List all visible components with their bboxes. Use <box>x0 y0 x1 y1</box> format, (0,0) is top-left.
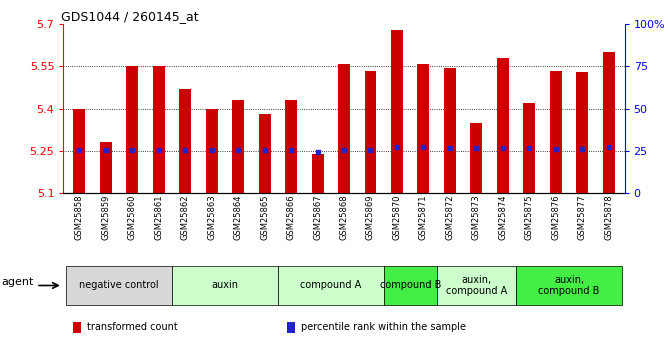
Bar <box>523 103 535 193</box>
Bar <box>418 63 430 193</box>
Bar <box>153 67 165 193</box>
Bar <box>497 58 509 193</box>
Bar <box>179 89 191 193</box>
Bar <box>576 72 589 193</box>
Text: percentile rank within the sample: percentile rank within the sample <box>301 322 466 332</box>
Bar <box>391 30 403 193</box>
Text: transformed count: transformed count <box>87 322 178 332</box>
Text: agent: agent <box>1 277 33 287</box>
Text: GDS1044 / 260145_at: GDS1044 / 260145_at <box>61 10 198 23</box>
Bar <box>470 123 482 193</box>
Bar <box>100 142 112 193</box>
Bar <box>550 71 562 193</box>
Bar <box>311 154 323 193</box>
Bar <box>126 67 138 193</box>
Text: negative control: negative control <box>79 280 159 290</box>
Bar <box>259 114 271 193</box>
Bar <box>232 100 244 193</box>
Bar <box>365 71 377 193</box>
Text: auxin,
compound A: auxin, compound A <box>446 275 507 296</box>
Bar <box>73 109 86 193</box>
Bar <box>206 109 218 193</box>
Bar <box>285 100 297 193</box>
Bar <box>338 63 350 193</box>
Text: compound B: compound B <box>379 280 441 290</box>
Bar <box>603 52 615 193</box>
Text: auxin,
compound B: auxin, compound B <box>538 275 600 296</box>
Text: compound A: compound A <box>300 280 361 290</box>
Text: auxin: auxin <box>211 280 238 290</box>
Bar <box>444 68 456 193</box>
